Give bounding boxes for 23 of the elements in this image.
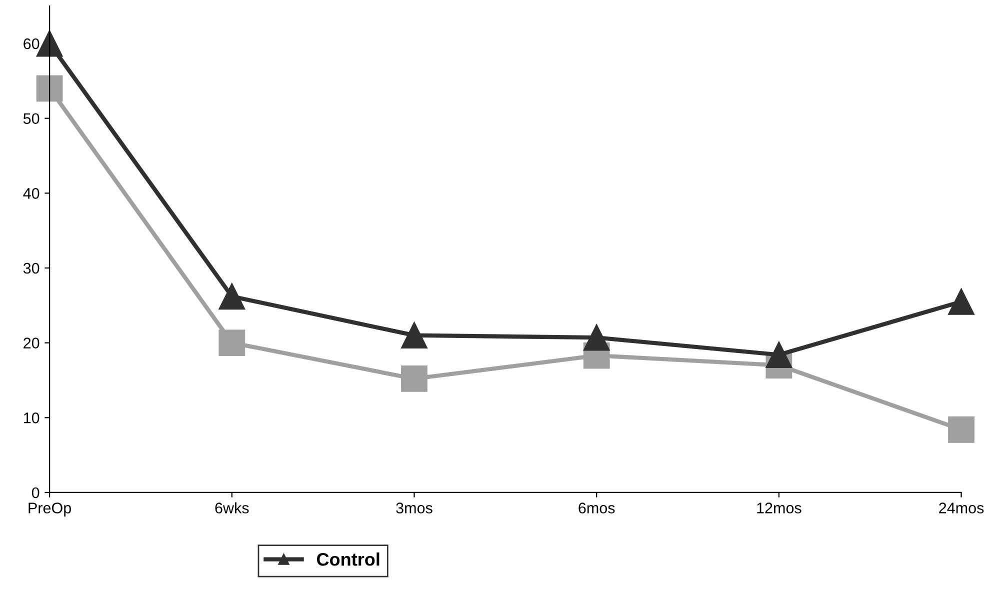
y-tick-label: 60 bbox=[24, 38, 40, 50]
y-tick-label: 50 bbox=[23, 113, 40, 124]
point bbox=[948, 416, 974, 443]
legend-label: Control bbox=[316, 552, 380, 566]
y-tick-label: 30 bbox=[23, 262, 40, 274]
y-tick-label: 40 bbox=[23, 188, 40, 199]
point bbox=[583, 324, 610, 351]
point bbox=[948, 288, 974, 315]
x-tick-label: 24mos bbox=[939, 502, 984, 514]
x-tick-label: 3mos bbox=[396, 502, 432, 514]
x-tick-label: 12mos bbox=[757, 502, 802, 514]
point bbox=[401, 366, 428, 392]
point bbox=[218, 283, 246, 310]
x-tick-label: 6wks bbox=[215, 502, 249, 514]
point bbox=[766, 342, 792, 368]
y-tick-label: 10 bbox=[24, 412, 40, 424]
x-tick-label: 6mos bbox=[578, 502, 615, 514]
point bbox=[218, 330, 246, 356]
x-tick-label: PreOp bbox=[28, 502, 71, 516]
point bbox=[401, 322, 428, 349]
y-tick-label: 20 bbox=[24, 338, 40, 349]
point bbox=[36, 75, 63, 102]
y-tick-label: 0 bbox=[32, 487, 40, 498]
